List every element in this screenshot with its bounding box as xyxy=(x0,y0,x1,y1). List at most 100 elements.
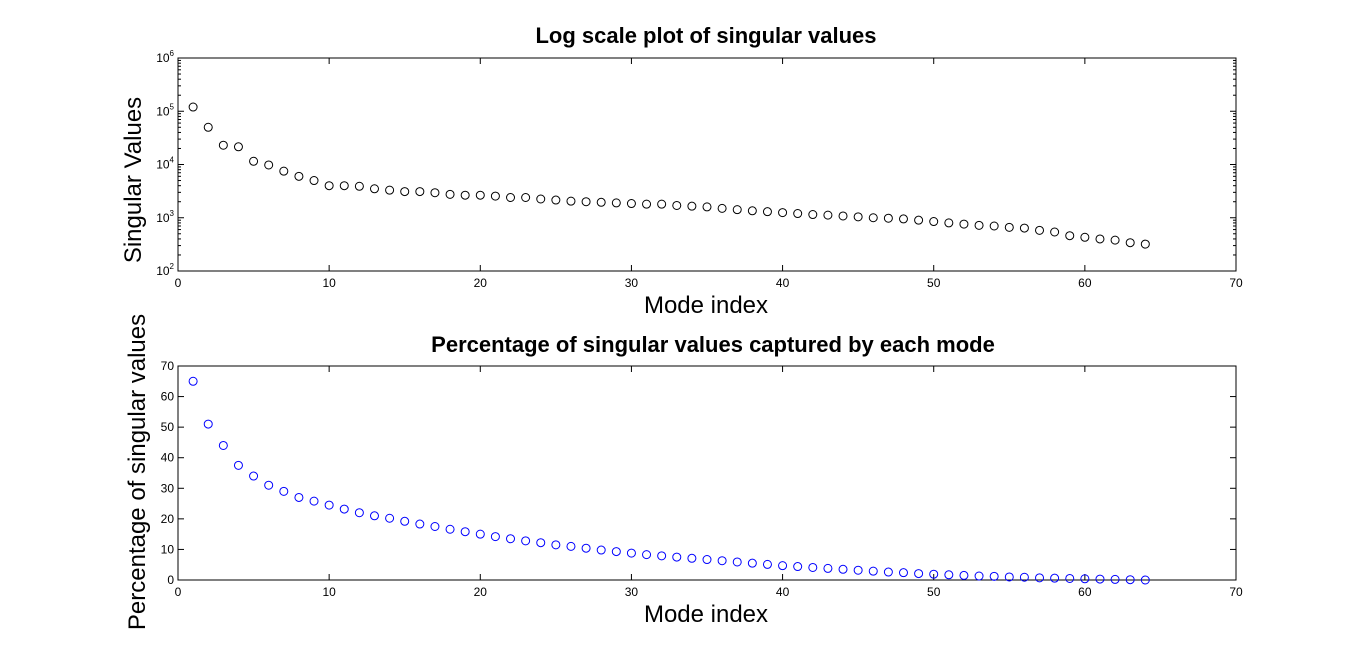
plot2-xtick-label: 20 xyxy=(474,585,488,599)
plot2-data-point xyxy=(898,568,908,578)
plot2-data-point xyxy=(868,566,878,576)
plot2-data-point xyxy=(944,570,954,580)
plot2-xtick-label: 10 xyxy=(322,585,336,599)
plot1-data-point xyxy=(898,214,908,224)
plot2-data-point xyxy=(460,527,470,537)
plot1-data-point xyxy=(521,193,531,203)
plot2-ytick-label: 70 xyxy=(161,359,175,373)
plot1-data-point xyxy=(823,210,833,220)
plot2-data-point xyxy=(1110,574,1120,584)
plot2-data-point xyxy=(294,492,304,502)
plot2-data-point xyxy=(430,522,440,531)
plot1-data-point xyxy=(1065,231,1075,241)
plot2-data-point xyxy=(853,565,863,575)
plot1-data-point xyxy=(853,212,863,222)
plot1-xtick-label: 70 xyxy=(1229,276,1243,290)
plot2-data-point xyxy=(249,471,259,481)
plot2-data-point xyxy=(566,541,576,551)
plot1-data-point xyxy=(354,181,364,191)
plot2-data-point xyxy=(974,571,984,581)
plot1-data-point xyxy=(974,220,984,230)
plot1-xtick-label: 0 xyxy=(175,276,182,290)
plot2-data-point xyxy=(838,564,848,574)
plot2-xtick-label: 60 xyxy=(1078,585,1092,599)
plot1-data-point xyxy=(1035,225,1045,235)
plot2-data-point xyxy=(354,508,364,518)
plot2-data-point xyxy=(914,569,924,579)
plot2-ytick-label: 0 xyxy=(167,573,174,587)
plot1-ylabel: Singular Values xyxy=(120,97,147,263)
plot2-axes-box xyxy=(177,365,1237,581)
plot2-data-point xyxy=(279,486,289,496)
plot1-xtick-label: 40 xyxy=(776,276,790,290)
plot1-data-point xyxy=(838,211,848,221)
plot1-data-point xyxy=(929,217,939,227)
plot2-data-point xyxy=(415,519,425,529)
plot2-data-point xyxy=(218,440,228,450)
plot2-data-point xyxy=(732,557,742,567)
plot2-xlabel: Mode index xyxy=(644,601,768,628)
plot2-ticks: 0 10 20 30 40 50 60 70 0 10 20 30 40 50 60 70 xyxy=(161,359,1243,599)
plot1-data-point xyxy=(490,191,500,201)
plot1-data-point xyxy=(339,181,349,191)
plot2-data-point xyxy=(687,553,697,563)
plot1-data-point xyxy=(944,218,954,228)
plot2-data-point xyxy=(309,496,319,506)
plot2-ytick-label: 10 xyxy=(161,542,175,556)
plot2-data-point xyxy=(929,569,939,579)
log-scale-plot: Log scale plot of singular values 0 10 20 3… xyxy=(120,23,1243,319)
plot1-data-point xyxy=(702,202,712,212)
plot2-markers xyxy=(188,376,1150,585)
percentage-plot: Percentage of singular values captured b… xyxy=(124,314,1243,630)
plot2-ytick-label: 30 xyxy=(161,481,175,495)
plot1-data-point xyxy=(626,199,636,209)
plot1-data-point xyxy=(294,171,304,181)
plot1-data-point xyxy=(309,176,319,186)
plot1-data-point xyxy=(762,207,772,217)
plot1-data-point xyxy=(868,213,878,223)
plot2-data-point xyxy=(445,524,455,534)
plot2-data-point xyxy=(521,536,531,546)
plot2-data-point xyxy=(1125,575,1135,585)
plot2-data-point xyxy=(1050,573,1060,583)
plot1-xtick-label: 10 xyxy=(322,276,336,290)
plot2-data-point xyxy=(626,548,636,558)
plot1-xtick-label: 30 xyxy=(625,276,639,290)
plot1-data-point xyxy=(1125,238,1135,248)
plot1-xlabel: Mode index xyxy=(644,292,768,319)
plot1-data-point xyxy=(596,197,606,207)
plot1-data-point xyxy=(581,197,591,207)
plot1-data-point xyxy=(279,166,289,176)
plot2-ytick-label: 40 xyxy=(161,451,175,465)
plot1-data-point xyxy=(506,193,516,203)
plot1-data-point xyxy=(778,208,788,218)
plot2-data-point xyxy=(717,556,727,566)
plot2-data-point xyxy=(233,460,243,470)
plot2-data-point xyxy=(1095,574,1105,584)
plot2-xtick-label: 30 xyxy=(625,585,639,599)
plot1-data-point xyxy=(1110,235,1120,245)
plot1-data-point xyxy=(914,215,924,225)
plot2-data-point xyxy=(1019,572,1029,582)
plot1-data-point xyxy=(324,181,334,191)
plot2-data-point xyxy=(1004,572,1014,582)
plot2-data-point xyxy=(490,532,500,542)
plot2-title: Percentage of singular values captured b… xyxy=(431,332,995,357)
plot2-data-point xyxy=(203,419,213,429)
plot2-data-point xyxy=(536,538,546,548)
plot2-data-point xyxy=(324,500,334,510)
plot2-data-point xyxy=(1080,574,1090,584)
plot2-data-point xyxy=(506,534,516,544)
plot2-data-point xyxy=(762,559,772,569)
plot1-data-point xyxy=(657,199,667,209)
plot1-data-point xyxy=(808,210,818,220)
plot2-ylabel: Percentage of singular values xyxy=(124,314,151,630)
plot1-data-point xyxy=(1050,227,1060,237)
plot1-xtick-label: 20 xyxy=(474,276,488,290)
plot1-data-point xyxy=(566,196,576,206)
plot1-data-point xyxy=(445,189,455,199)
plot1-data-point xyxy=(188,102,198,112)
plot1-xtick-label: 60 xyxy=(1078,276,1092,290)
plot2-data-point xyxy=(657,551,667,561)
